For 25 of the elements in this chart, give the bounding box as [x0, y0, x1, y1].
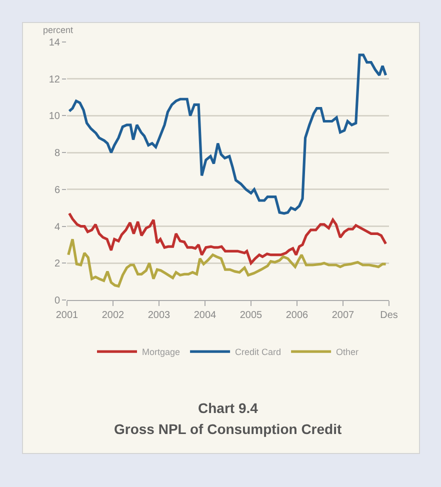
y-axis-title: percent: [43, 25, 74, 35]
text: Gross NPL of Consumption Credit: [114, 421, 342, 437]
legend-label: Credit Card: [235, 347, 282, 358]
line-series: [68, 212, 388, 264]
x-tick-label: 2006: [286, 310, 309, 321]
y-tick-label: 12: [48, 74, 60, 86]
y-tick-label: 2: [54, 258, 60, 270]
legend-label: Mortgage: [142, 347, 180, 358]
x-tick-label: 2005: [240, 310, 263, 321]
x-tick-label: 2007: [332, 310, 355, 321]
y-tick-label: 8: [54, 148, 60, 160]
x-tick-label: Des: [380, 310, 398, 321]
y-tick-label: 6: [54, 184, 60, 196]
legend-label: Other: [336, 347, 359, 358]
y-tick-label: 10: [48, 111, 60, 122]
x-tick-label: 2004: [194, 310, 217, 321]
x-tick-label: 2003: [148, 310, 171, 321]
y-tick-label: 0: [54, 296, 60, 306]
y-tick-label: 4: [54, 222, 60, 233]
line-series: [68, 54, 388, 215]
x-tick-label: 2002: [102, 310, 125, 321]
line-series: [67, 238, 388, 288]
y-tick-label: 14: [48, 38, 60, 48]
text: Chart 9.4: [198, 400, 258, 416]
x-tick-label: 2001: [56, 310, 79, 321]
